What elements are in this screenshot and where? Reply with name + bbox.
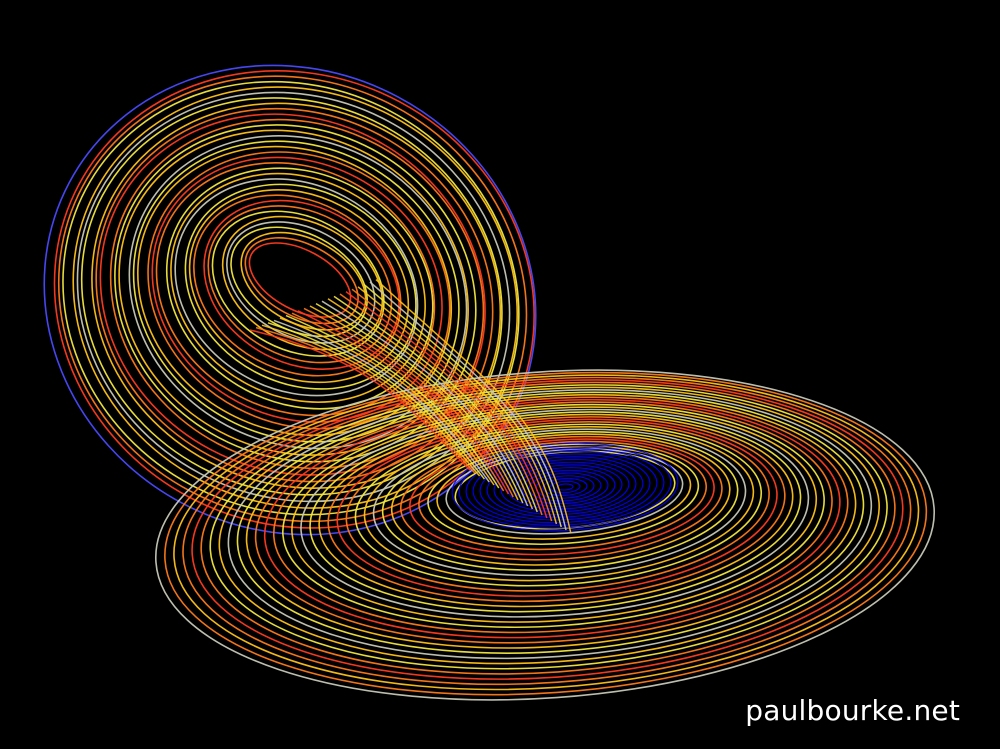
crossing-strand — [267, 322, 485, 480]
crossing-strand — [285, 314, 500, 489]
right-wing-loop — [363, 425, 755, 582]
right-wing-loop — [399, 435, 723, 561]
right-wing-loop — [372, 428, 747, 577]
left-wing-loop — [193, 194, 402, 377]
crossing-strand — [333, 295, 538, 513]
right-wing-loop — [227, 389, 873, 660]
core-loop — [479, 453, 651, 521]
core-loop — [465, 448, 665, 526]
right-wing-loop — [427, 443, 700, 546]
right-wing-loop — [173, 374, 920, 691]
left-wing-loop — [207, 205, 393, 364]
right-wing-loop — [336, 418, 778, 597]
left-wing-loop — [132, 140, 460, 443]
right-wing-loop — [445, 448, 684, 535]
core-loop — [528, 472, 602, 502]
right-wing-loop — [236, 391, 865, 654]
left-wing-loop — [170, 172, 426, 403]
core-loop — [514, 467, 616, 507]
right-wing-loop — [282, 403, 825, 629]
left-wing-loop — [226, 221, 376, 344]
left-wing-loop — [147, 151, 451, 430]
core-loop — [521, 469, 609, 505]
crossing-strand — [327, 298, 534, 510]
crossing-strand — [351, 288, 553, 522]
right-wing-loop — [390, 433, 731, 566]
crossing-strand — [279, 317, 495, 486]
right-wing-loop — [218, 386, 880, 665]
crossing-strand — [375, 279, 572, 534]
crossing-strand — [309, 305, 519, 501]
right-wing-loop — [254, 396, 849, 644]
left-wing-loop — [244, 237, 359, 325]
right-wing-loop — [300, 408, 810, 618]
right-wing-loop — [354, 423, 763, 587]
left-wing-loop — [203, 199, 400, 370]
right-wing-loop — [409, 438, 715, 556]
crossing-strands — [249, 279, 572, 534]
right-wing-loop — [164, 371, 928, 696]
crossing-strand — [297, 310, 510, 495]
crossing-strand — [339, 293, 543, 516]
right-wing-loop — [200, 381, 896, 675]
right-wing-core — [451, 442, 679, 532]
crossing-strand — [345, 290, 548, 519]
core-loop — [458, 445, 672, 529]
core-loop — [556, 483, 574, 491]
core-loop — [542, 477, 588, 497]
left-wing-loop — [188, 188, 410, 384]
right-wing-loop — [191, 379, 904, 680]
crossing-strand — [303, 307, 514, 498]
right-wing-loop — [209, 384, 888, 670]
right-wing-loop — [318, 413, 794, 608]
core-loop — [507, 464, 623, 510]
right-wing-loop — [436, 445, 692, 540]
right-wing-loop — [345, 421, 770, 592]
crossing-strand — [255, 326, 476, 474]
crossing-strand — [369, 281, 567, 531]
core-loop — [451, 442, 679, 532]
crossing-strand — [291, 312, 505, 492]
right-wing-loop — [291, 406, 818, 623]
left-wing-loop — [155, 162, 436, 417]
right-wing — [154, 369, 936, 701]
right-wing-loop — [327, 416, 786, 603]
crossing-strand — [249, 329, 471, 471]
left-wing-loop — [109, 118, 485, 470]
right-wing-loop — [381, 430, 739, 571]
right-wing-loop — [245, 393, 857, 649]
right-wing-loop — [154, 369, 936, 701]
watermark-text: paulbourke.net — [745, 694, 960, 727]
right-wing-loop — [263, 398, 841, 639]
left-wing-loop — [174, 178, 419, 397]
right-wing-loop — [272, 401, 833, 634]
left-wing-loop — [118, 129, 469, 456]
crossing-strand — [315, 302, 524, 504]
crossing-strand — [363, 283, 562, 528]
core-loop — [472, 450, 658, 524]
crossing-strand — [357, 286, 558, 525]
crossing-strand — [273, 319, 490, 483]
right-wing-loop — [182, 376, 912, 686]
crossing-strand — [321, 300, 529, 507]
right-wing-loop — [418, 440, 708, 551]
left-wing-loop — [240, 231, 367, 331]
crossing-strand — [261, 324, 481, 477]
left-wing-loop — [95, 107, 494, 483]
right-wing-loop — [309, 411, 802, 613]
